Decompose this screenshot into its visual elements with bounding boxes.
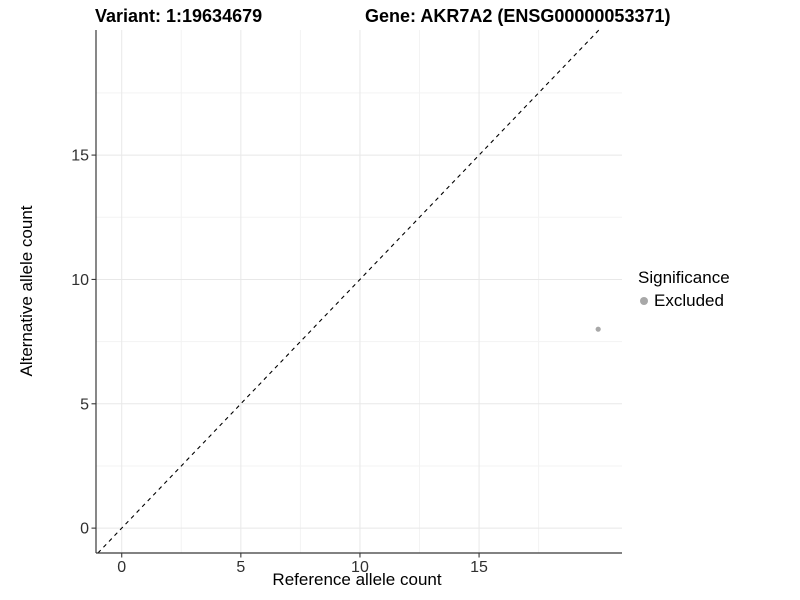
y-tick-label: 15: [71, 148, 89, 165]
x-axis-title: Reference allele count: [272, 570, 442, 589]
y-tick-label: 5: [80, 396, 89, 413]
identity-reference-line: [97, 29, 600, 554]
legend-item-excluded: Excluded: [638, 291, 730, 310]
data-point: [595, 326, 601, 332]
y-tick-label: 0: [80, 521, 89, 538]
y-tick-label: 10: [71, 272, 89, 289]
y-axis-title: Alternative allele count: [17, 205, 36, 377]
legend-item-label: Excluded: [654, 291, 724, 310]
x-tick-label: 5: [236, 559, 245, 576]
x-tick-label: 15: [470, 559, 488, 576]
plot-title-variant: Variant: 1:19634679: [95, 6, 263, 26]
plot-title-gene: Gene: AKR7A2 (ENSG00000053371): [365, 6, 671, 26]
x-tick-label: 0: [117, 559, 126, 576]
legend-title: Significance: [638, 268, 730, 287]
x-tick-label: 10: [351, 559, 369, 576]
legend-key-dot: [640, 296, 648, 305]
legend: Significance Excluded: [638, 268, 730, 310]
